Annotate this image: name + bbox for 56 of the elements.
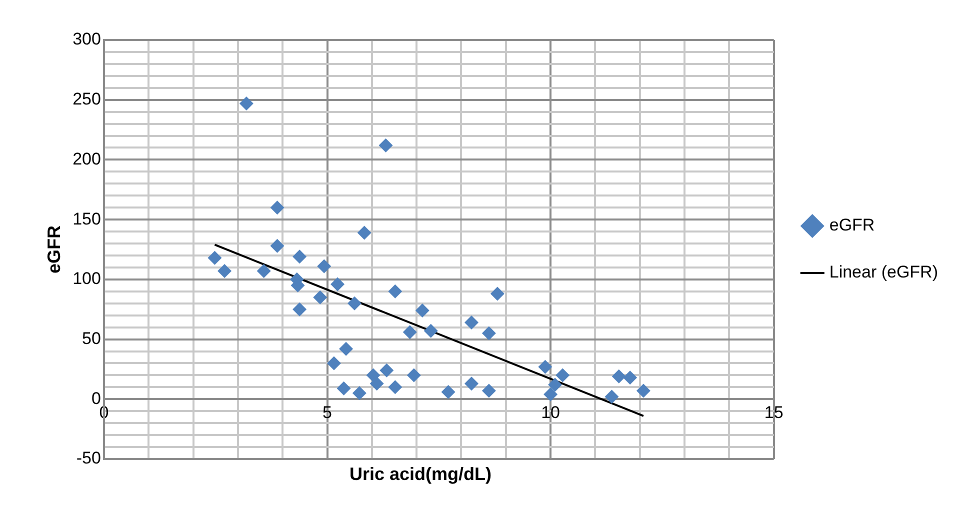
- y-tick-label: 250: [72, 90, 101, 109]
- point: [482, 326, 496, 340]
- point: [292, 302, 307, 316]
- x-tick-label: 5: [322, 403, 332, 422]
- point: [388, 380, 402, 394]
- point: [256, 264, 271, 278]
- point: [239, 96, 254, 110]
- point: [366, 368, 380, 382]
- point: [636, 384, 650, 398]
- point: [538, 360, 552, 374]
- y-tick-label: 50: [82, 328, 101, 348]
- point: [490, 286, 504, 301]
- point: [380, 363, 394, 378]
- point: [336, 381, 351, 396]
- point: [623, 370, 638, 385]
- legend-label: eGFR: [829, 216, 875, 235]
- y-axis-title: eGFR: [44, 225, 64, 274]
- point: [370, 376, 384, 391]
- point: [218, 264, 232, 278]
- x-tick-label: 10: [541, 403, 560, 422]
- point: [208, 250, 222, 265]
- point: [464, 316, 479, 330]
- point: [270, 238, 284, 253]
- point: [317, 259, 332, 274]
- y-tick-label: 300: [72, 30, 101, 49]
- y-tick-label: 100: [72, 269, 101, 288]
- point: [415, 304, 430, 318]
- point: [424, 324, 438, 338]
- point: [348, 296, 362, 310]
- point: [292, 250, 307, 264]
- x-tick-label: 15: [764, 403, 784, 422]
- point: [482, 384, 496, 398]
- point: [270, 200, 284, 215]
- legend-label: Linear (eGFR): [829, 262, 938, 282]
- point: [326, 356, 341, 370]
- point: [339, 342, 354, 356]
- point: [357, 226, 372, 240]
- point: [378, 138, 393, 152]
- point: [402, 325, 417, 340]
- point: [352, 386, 366, 400]
- point: [441, 384, 456, 399]
- x-axis-title: Uric acid(mg/dL): [348, 464, 492, 485]
- point: [313, 290, 328, 304]
- point: [612, 369, 626, 384]
- point: [464, 376, 479, 391]
- point: [556, 368, 570, 382]
- y-tick-label: -50: [76, 448, 101, 468]
- point: [544, 387, 558, 402]
- y-tick-label: 200: [72, 149, 101, 168]
- y-tick-label: 0: [91, 388, 101, 408]
- point: [388, 284, 402, 298]
- point: [406, 368, 421, 382]
- point: [604, 390, 619, 404]
- point: [330, 277, 345, 292]
- point: [548, 378, 562, 392]
- y-tick-label: 150: [72, 209, 101, 228]
